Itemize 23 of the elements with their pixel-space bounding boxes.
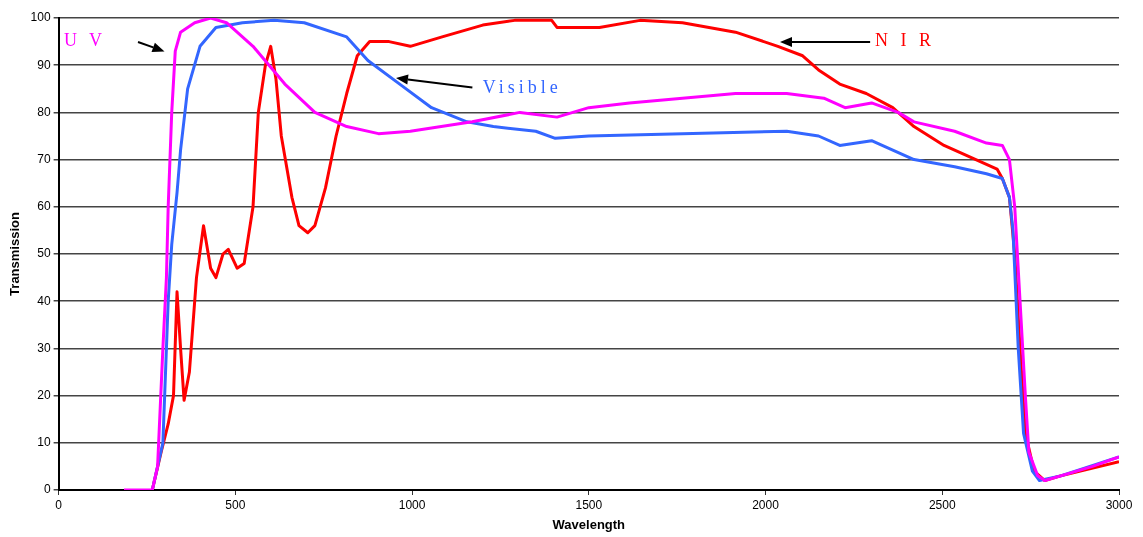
x-tick-label: 500	[225, 497, 246, 512]
x-tick-label: 3000	[1105, 497, 1133, 512]
y-tick-label: 70	[37, 151, 51, 166]
series-label: Visible	[482, 76, 562, 97]
x-tick-label: 2000	[752, 497, 780, 512]
text: U V	[63, 30, 107, 51]
y-axis-title: Transmission	[7, 212, 23, 296]
y-tick-label: 90	[37, 57, 51, 72]
y-tick-label: 60	[37, 199, 51, 214]
text: N I R	[875, 30, 936, 51]
x-tick-label: 1500	[575, 497, 603, 512]
y-tick-label: 30	[37, 340, 51, 355]
y-tick-label: 20	[37, 387, 51, 402]
x-tick-label: 0	[55, 497, 63, 512]
x-axis-title: Wavelength	[552, 516, 626, 532]
x-tick-label: 2500	[928, 497, 956, 512]
y-tick-label: 10	[37, 435, 51, 450]
y-tick-label: 80	[37, 104, 51, 119]
y-tick-label: 50	[37, 246, 51, 261]
y-tick-label: 100	[30, 10, 51, 25]
y-tick-label: 40	[37, 293, 51, 308]
x-tick-label: 1000	[398, 497, 426, 512]
y-tick-label: 0	[43, 482, 51, 497]
